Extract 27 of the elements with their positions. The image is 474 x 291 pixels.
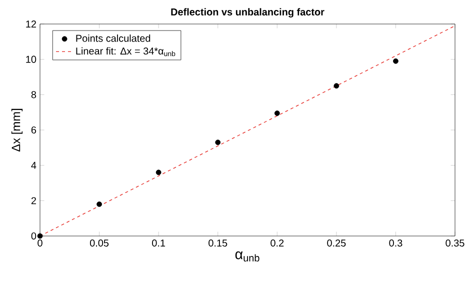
y-axis-title: Δx [mm] [11, 108, 23, 152]
x-tick-label: 0.2 [270, 240, 284, 247]
point [156, 170, 162, 176]
legend-label: Linear fit: Δx = 34*α$_{unb}$ [76, 47, 176, 56]
x-tick-label: 0 [38, 240, 42, 247]
y-tick-label: 12 [26, 20, 36, 28]
y-tick-label: 2 [31, 197, 36, 204]
point [334, 83, 340, 89]
y-tick-label: 6 [31, 126, 36, 134]
point [37, 233, 43, 239]
x-tick-label: 0.25 [327, 240, 346, 247]
point [274, 110, 280, 116]
chart-title: Deflection vs unbalancing factor [171, 8, 324, 18]
x-tick-label: 0.05 [90, 240, 109, 247]
x-tick-label: 0.35 [446, 240, 464, 247]
x-axis-title: α$_{unb}$ [235, 251, 260, 262]
x-tick-label: 0.1 [152, 240, 166, 247]
y-tick-label: 0 [31, 232, 36, 240]
point [215, 140, 221, 146]
x-tick-label: 0.15 [208, 240, 228, 247]
y-tick-label: 10 [26, 56, 36, 63]
point [96, 202, 102, 207]
point [393, 58, 398, 64]
y-tick-label: 8 [31, 91, 36, 98]
legend-label: Points calculated [76, 34, 150, 42]
x-tick-label: 0.3 [389, 240, 402, 247]
y-tick-label: 4 [31, 162, 36, 169]
